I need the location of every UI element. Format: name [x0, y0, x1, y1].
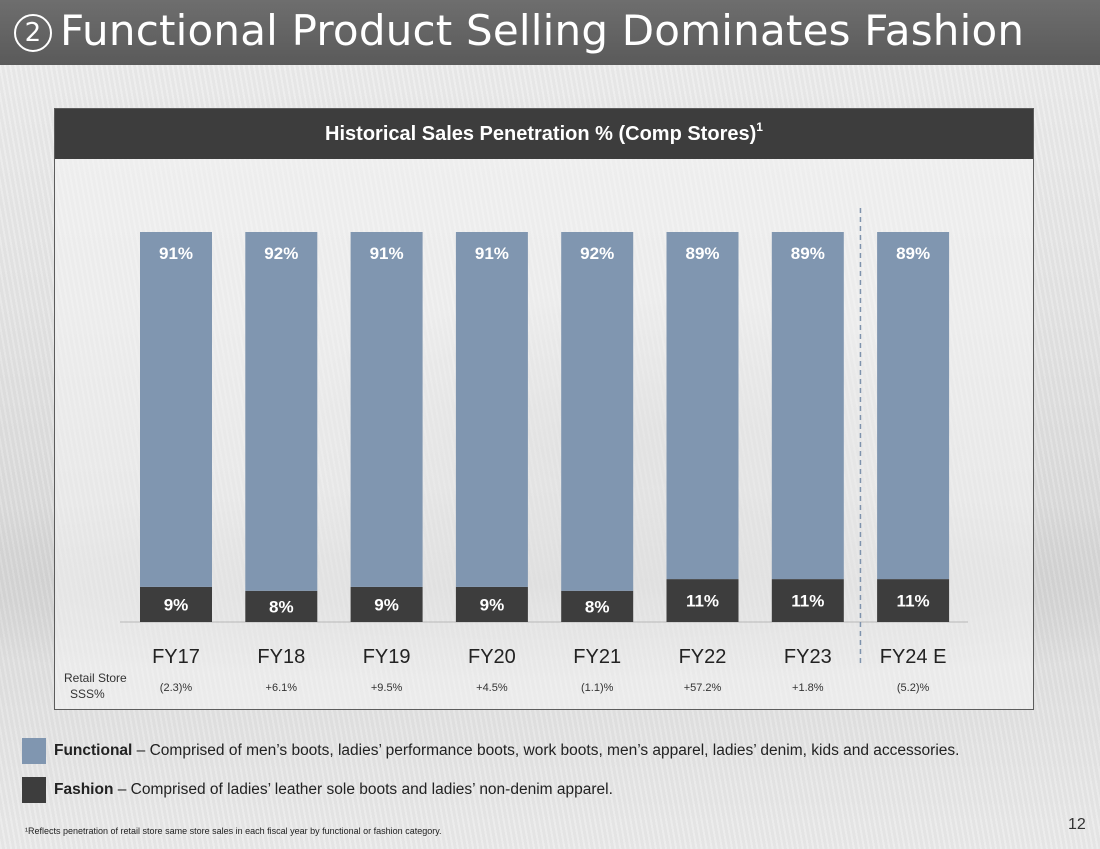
- bar-functional: [140, 232, 212, 587]
- sss-value: +6.1%: [266, 682, 298, 694]
- sss-value: +9.5%: [371, 682, 403, 694]
- legend-name-fashion: Fashion: [54, 781, 114, 798]
- data-label-fashion: 9%: [480, 595, 505, 614]
- sss-label-line2: SSS%: [70, 687, 105, 701]
- data-label-functional: 92%: [580, 244, 614, 263]
- sss-row-label: Retail Store SSS%: [64, 670, 127, 702]
- sss-label-line1: Retail Store: [64, 671, 127, 685]
- bar-fashion: [771, 579, 844, 622]
- bar-fashion: [877, 579, 950, 622]
- data-label-fashion: 9%: [164, 595, 189, 614]
- legend-swatch-fashion: [22, 777, 46, 803]
- bar-fashion: [245, 590, 318, 622]
- bar-functional: [771, 232, 844, 580]
- bar-functional: [455, 232, 528, 587]
- sss-value: (1.1)%: [581, 682, 614, 694]
- chart-title: Historical Sales Penetration % (Comp Sto…: [325, 123, 757, 145]
- slide-title: 2 Functional Product Selling Dominates Fa…: [14, 6, 1024, 55]
- bar-functional: [877, 232, 950, 580]
- x-tick-label: FY24 E: [880, 646, 947, 668]
- legend-desc-fashion: – Comprised of ladies’ leather sole boot…: [113, 781, 613, 798]
- x-tick-label: FY23: [784, 646, 832, 668]
- x-tick-label: FY21: [573, 646, 621, 668]
- slide-title-text: Functional Product Selling Dominates Fas…: [60, 6, 1025, 55]
- x-tick-label: FY20: [468, 646, 516, 668]
- sss-value: +57.2%: [684, 682, 722, 694]
- data-label-functional: 91%: [159, 244, 193, 263]
- chart-header: Historical Sales Penetration % (Comp Sto…: [55, 109, 1033, 159]
- data-label-functional: 89%: [791, 244, 825, 263]
- data-label-functional: 89%: [685, 244, 719, 263]
- bar-functional: [666, 232, 739, 580]
- x-tick-label: FY17: [152, 646, 200, 668]
- data-label-functional: 91%: [475, 244, 509, 263]
- sss-value: (5.2)%: [897, 682, 930, 694]
- data-label-fashion: 8%: [585, 597, 610, 616]
- chart-panel: Historical Sales Penetration % (Comp Sto…: [54, 108, 1034, 710]
- sss-value: +4.5%: [476, 682, 508, 694]
- x-tick-label: FY18: [257, 646, 305, 668]
- data-label-fashion: 9%: [374, 595, 399, 614]
- title-number-badge: 2: [14, 14, 52, 52]
- legend-name-functional: Functional: [54, 742, 133, 759]
- sss-value: +1.8%: [792, 682, 824, 694]
- bar-functional: [245, 232, 318, 591]
- chart-title-footnote-mark: 1: [756, 120, 763, 134]
- footnote: ¹Reflects penetration of retail store sa…: [25, 826, 442, 836]
- data-label-functional: 91%: [370, 244, 404, 263]
- data-label-fashion: 8%: [269, 597, 294, 616]
- legend-desc-functional: – Comprised of men’s boots, ladies’ perf…: [132, 742, 960, 759]
- bar-fashion: [140, 586, 212, 622]
- data-label-functional: 92%: [264, 244, 298, 263]
- data-label-fashion: 11%: [897, 592, 930, 611]
- page-number: 12: [1068, 816, 1086, 833]
- legend-text-functional: Functional – Comprised of men’s boots, l…: [54, 742, 959, 760]
- x-tick-label: FY22: [679, 646, 727, 668]
- bar-functional: [350, 232, 423, 587]
- bar-functional: [561, 232, 634, 591]
- legend-text-fashion: Fashion – Comprised of ladies’ leather s…: [54, 781, 613, 799]
- data-label-functional: 89%: [896, 244, 930, 263]
- sss-value: (2.3)%: [160, 682, 193, 694]
- data-label-fashion: 11%: [791, 592, 824, 611]
- bar-fashion: [455, 586, 528, 622]
- data-label-fashion: 11%: [686, 592, 719, 611]
- bar-fashion: [561, 590, 634, 622]
- x-tick-label: FY19: [363, 646, 411, 668]
- bar-fashion: [350, 586, 423, 622]
- legend-swatch-functional: [22, 738, 46, 764]
- bar-fashion: [666, 579, 739, 622]
- title-bar: 2 Functional Product Selling Dominates Fa…: [0, 0, 1100, 65]
